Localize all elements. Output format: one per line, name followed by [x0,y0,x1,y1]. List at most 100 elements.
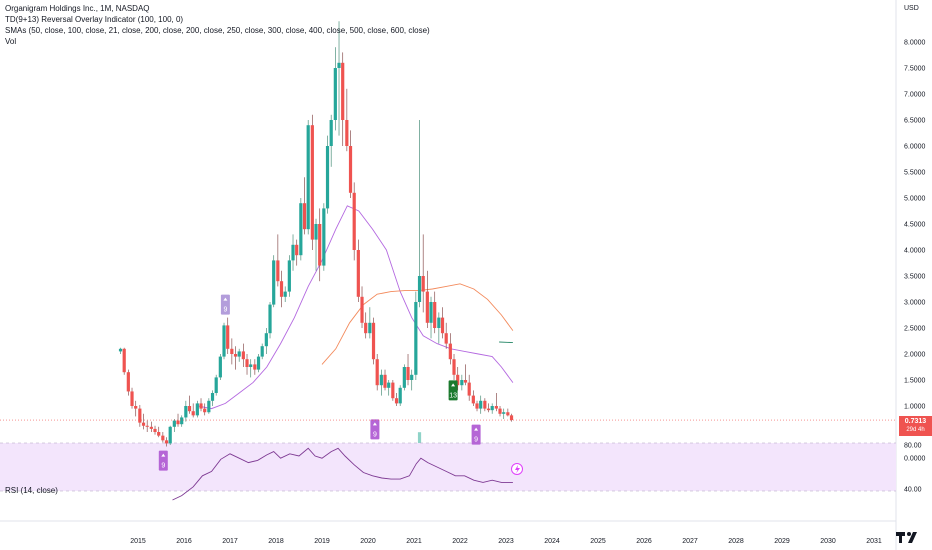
candle-body [509,415,514,421]
legend: Organigram Holdings Inc., 1M, NASDAQ TD(… [5,3,430,47]
candle-body [260,346,264,357]
rsi-legend[interactable]: RSI (14, close) [5,486,58,495]
rsi-axis: 80.00 40.00 [904,443,922,494]
candle-body [218,356,222,378]
candle-body [391,382,395,399]
candle-body [199,403,203,409]
price-tick-label: 1.0000 [904,404,926,411]
candle-body [276,260,280,282]
time-tick-label: 2015 [130,538,146,545]
candle-body [230,348,234,354]
candle-body [387,382,391,388]
candle-body [241,351,245,360]
candle-body [222,325,226,357]
candle-body [322,208,326,266]
candle-body [279,281,284,297]
chart-misc [0,419,896,475]
candle-body [383,374,387,388]
legend-td[interactable]: TD(9+13) Reversal Overlay Indicator (100… [5,15,184,24]
candle-body [414,302,418,375]
candle-body [291,244,295,261]
candle-body [176,420,180,425]
time-tick-label: 2016 [176,538,192,545]
candle-body [456,374,460,386]
candle-body [345,120,349,146]
time-tick-label: 2022 [452,538,468,545]
price-tick-label: 6.5000 [904,118,926,125]
price-axis[interactable]: 8.0000 7.5000 7.0000 6.5000 6.0000 5.5000 5.00… [904,40,926,463]
candle-body [310,125,314,240]
candle-body [406,367,410,380]
candle-body [325,146,330,209]
price-tick-label: 4.0000 [904,248,926,255]
td-label: 9 [471,424,481,445]
td-label-text: 9 [161,463,165,470]
candle-body [141,422,146,426]
candle-body [348,146,353,193]
candle-body [172,420,176,427]
candle-body [153,428,157,432]
time-tick-label: 2030 [820,538,836,545]
candle-body [226,325,230,349]
candle-body [130,391,134,406]
candle-body [295,244,299,256]
candle-body [417,276,422,302]
time-tick-label: 2019 [314,538,330,545]
candle-body [467,382,471,396]
currency-label: USD [904,5,919,12]
time-tick-label: 2018 [268,538,284,545]
time-tick-label: 2021 [406,538,422,545]
rsi-zone [0,443,896,491]
candle-body [437,317,441,328]
candle-body [440,317,445,334]
candle-body [486,408,491,411]
time-tick-label: 2017 [222,538,238,545]
price-tick-label: 1.5000 [904,378,926,385]
legend-symbol[interactable]: Organigram Holdings Inc., 1M, NASDAQ [5,4,150,13]
sma-line [499,341,513,344]
candles [118,21,514,447]
candle-body [337,62,341,68]
candle-body [452,359,456,375]
time-axis[interactable]: 2015 2016 2017 2018 2019 2020 2021 2022 2023 2024… [130,538,882,545]
candle-body [164,440,169,444]
candle-body [264,333,268,347]
price-tick-label: 8.0000 [904,40,926,47]
time-tick-label: 2029 [774,538,790,545]
candle-body [191,411,195,416]
td-label-text: 9 [223,307,227,314]
time-tick-label: 2028 [728,538,744,545]
legend-smas[interactable]: SMAs (50, close, 100, close, 21, close, … [5,26,430,35]
time-tick-label: 2031 [866,538,882,545]
candle-body [429,302,433,323]
candle-body [425,291,429,323]
candle-body [444,333,448,344]
candle-body [245,359,249,367]
tradingview-logo-icon[interactable] [894,529,924,545]
candle-body [506,412,510,416]
td-label: 9 [158,450,168,471]
time-tick-label: 2023 [498,538,514,545]
td-label: 9 [370,419,380,440]
legend-vol[interactable]: Vol [5,37,17,46]
price-tick-label: 2.5000 [904,326,926,333]
candle-body [490,406,494,411]
candle-body [475,403,479,409]
price-tick-label: 5.0000 [904,196,926,203]
rsi-tick-label: 80.00 [904,443,922,450]
time-tick-label: 2027 [682,538,698,545]
candle-body [341,62,345,120]
candle-body [287,260,291,292]
price-tick-label: 6.0000 [904,144,926,151]
candle-body [483,400,487,409]
price-tick-label: 0.0000 [904,456,926,463]
candle-body [145,425,149,427]
td-label: 9 [220,294,230,315]
candle-body [368,322,372,334]
last-price-tag: 0.7313 29d 4h [899,416,932,436]
candle-body [433,302,437,328]
flash-icon [511,463,523,475]
candle-body [210,393,215,401]
candle-body [299,203,303,256]
